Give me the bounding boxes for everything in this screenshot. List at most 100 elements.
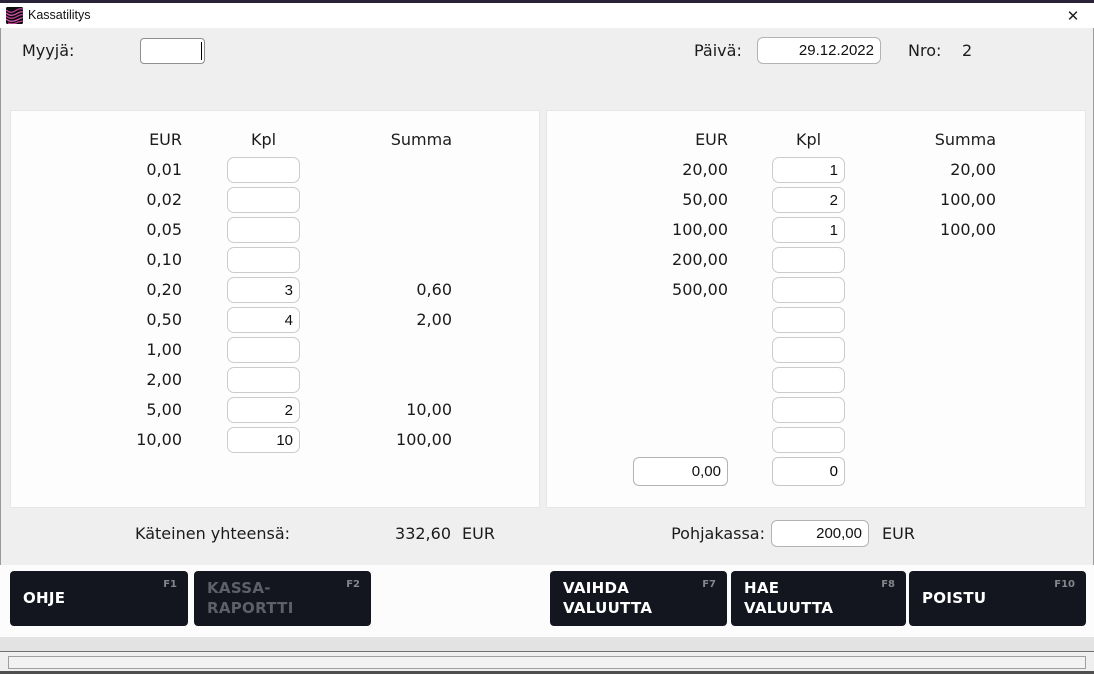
status-bar (0, 651, 1094, 674)
denomination-row: 0,05 (11, 215, 539, 245)
denomination-row: 200,00 (547, 245, 1085, 275)
row-sum (845, 245, 996, 275)
count-cell (227, 305, 300, 335)
text-caret (201, 42, 202, 60)
count-input[interactable] (772, 157, 845, 183)
close-icon[interactable]: ✕ (1066, 7, 1080, 25)
count-input[interactable] (772, 217, 845, 243)
count-input[interactable] (227, 397, 300, 423)
get-currency-button-label: HAE VALUUTTA (744, 579, 834, 617)
denomination-label (547, 335, 728, 365)
app-logo-icon (5, 7, 24, 25)
count-cell (772, 275, 845, 305)
count-cell (772, 305, 845, 335)
count-input[interactable] (772, 427, 845, 453)
count-input[interactable] (772, 247, 845, 273)
count-cell (772, 245, 845, 275)
float-input[interactable] (771, 520, 869, 547)
change-currency-button[interactable]: VAIHDA VALUUTTA F7 (550, 571, 727, 626)
count-input[interactable] (772, 337, 845, 363)
count-input[interactable] (227, 337, 300, 363)
count-input[interactable] (227, 247, 300, 273)
denomination-label: 10,00 (136, 430, 182, 449)
count-cell (772, 155, 845, 185)
get-currency-button[interactable]: HAE VALUUTTA F8 (731, 571, 906, 626)
title-bar: Kassatilitys ✕ (0, 0, 1094, 28)
denomination-row: 100,00 100,00 (547, 215, 1085, 245)
denomination-row: 20,00 20,00 (547, 155, 1085, 185)
denomination-label: 0,10 (146, 250, 182, 269)
help-button-label: OHJE (23, 588, 66, 607)
cash-total-value: 332,60 (395, 524, 451, 543)
denomination-row: 5,00 10,00 (11, 395, 539, 425)
count-cell (227, 365, 300, 395)
coins-panel: EUR Kpl Summa 0,010,020,050,100,200,600,… (10, 110, 540, 508)
number-value: 2 (962, 41, 973, 60)
count-input[interactable] (772, 187, 845, 213)
row-sum (300, 215, 452, 245)
denomination-label: 1,00 (146, 340, 182, 359)
cash-report-button[interactable]: KASSA-RAPORTTI F2 (194, 571, 371, 626)
count-input[interactable] (227, 367, 300, 393)
denomination-label: 100,00 (672, 220, 728, 239)
count-cell (772, 395, 845, 425)
seller-input[interactable] (140, 38, 205, 64)
date-input[interactable] (757, 37, 881, 64)
count-input[interactable] (772, 307, 845, 333)
count-cell (227, 185, 300, 215)
count-input[interactable] (772, 397, 845, 423)
denomination-label: 0,20 (146, 280, 182, 299)
count-cell (772, 185, 845, 215)
count-input[interactable] (227, 187, 300, 213)
count-cell (227, 275, 300, 305)
denomination-row: 1,00 (11, 335, 539, 365)
row-sum: 10,00 (406, 400, 452, 419)
denomination-row (547, 395, 1085, 425)
help-button[interactable]: OHJE F1 (10, 571, 188, 626)
cash-total-label: Käteinen yhteensä: (135, 524, 291, 543)
count-cell (227, 425, 300, 455)
footer-divider-band (0, 637, 1094, 651)
cash-report-button-label: KASSA-RAPORTTI (207, 579, 294, 617)
exit-button-label: POISTU (922, 588, 987, 607)
count-input[interactable] (772, 367, 845, 393)
coins-header-row: EUR Kpl Summa (11, 125, 539, 155)
denomination-label: 500,00 (672, 280, 728, 299)
count-input[interactable] (227, 277, 300, 303)
change-currency-button-key: F7 (702, 579, 716, 590)
denomination-row (547, 365, 1085, 395)
custom-count-input[interactable] (772, 457, 845, 486)
count-input[interactable] (772, 277, 845, 303)
count-cell (227, 395, 300, 425)
count-cell (227, 335, 300, 365)
exit-button-key: F10 (1054, 579, 1075, 590)
count-cell (772, 425, 845, 455)
row-sum (845, 365, 996, 395)
date-label: Päivä: (694, 41, 742, 60)
row-sum: 0,60 (416, 280, 452, 299)
help-button-key: F1 (163, 579, 177, 590)
count-input[interactable] (227, 307, 300, 333)
row-sum (845, 275, 996, 305)
denomination-label: 2,00 (146, 370, 182, 389)
status-field (8, 656, 1086, 669)
denomination-label: 20,00 (682, 160, 728, 179)
count-cell (772, 365, 845, 395)
denomination-label: 5,00 (146, 400, 182, 419)
denomination-row: 0,50 2,00 (11, 305, 539, 335)
window-title: Kassatilitys (28, 8, 91, 22)
count-cell (772, 335, 845, 365)
exit-button[interactable]: POISTU F10 (909, 571, 1086, 626)
denomination-row (547, 305, 1085, 335)
custom-amount-input[interactable] (633, 457, 728, 486)
denomination-row: 500,00 (547, 275, 1085, 305)
count-input[interactable] (227, 217, 300, 243)
summa-column-header: Summa (934, 130, 996, 149)
eur-column-header: EUR (695, 130, 728, 149)
float-label: Pohjakassa: (671, 524, 765, 543)
count-input[interactable] (227, 427, 300, 453)
count-cell (227, 245, 300, 275)
count-input[interactable] (227, 157, 300, 183)
denomination-row: 0,01 (11, 155, 539, 185)
